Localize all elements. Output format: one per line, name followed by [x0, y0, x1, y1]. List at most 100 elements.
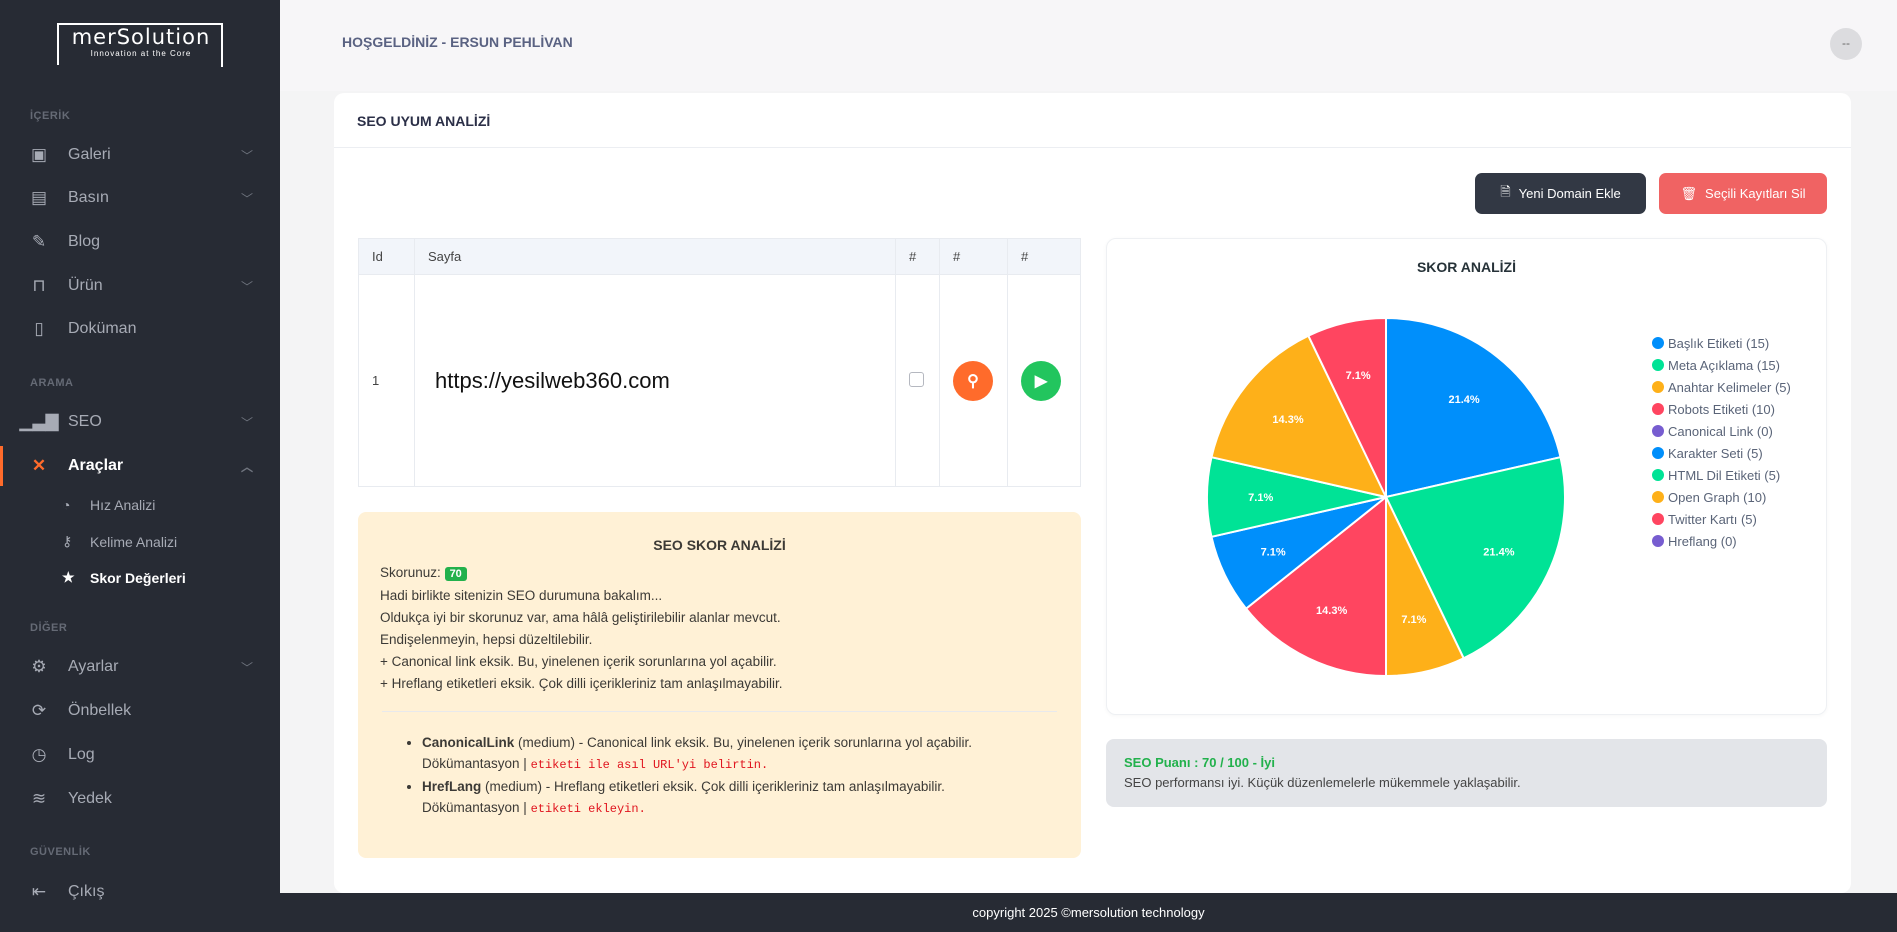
tools-icon: ✕: [31, 456, 47, 475]
header: HOŞGELDİNİZ - ERSUN PEHLİVAN --: [280, 0, 1897, 91]
document-icon: ▯: [34, 319, 44, 338]
sidebar-item-onbellek[interactable]: ⟳ Önbellek: [0, 691, 280, 731]
domain-table: Id Sayfa # # # 1 https://yesilweb360.com…: [358, 238, 1081, 487]
sidebar-item-galeri[interactable]: ▣ Galeri ﹀: [0, 135, 280, 175]
play-icon: ▶: [1034, 372, 1048, 390]
sidebar-item-blog[interactable]: ✎ Blog: [0, 222, 280, 262]
add-domain-button[interactable]: 🗎 Yeni Domain Ekle: [1475, 173, 1646, 214]
analysis-line: Oldukça iyi bir skorunuz var, ama hâlâ g…: [380, 610, 781, 625]
clipboard-clock-icon: ◷: [31, 745, 47, 764]
avatar[interactable]: --: [1830, 28, 1862, 60]
row-page-url[interactable]: https://yesilweb360.com: [414, 274, 896, 487]
legend-label: Robots Etiketi (10): [1668, 401, 1775, 417]
seo-card: SEO UYUM ANALİZİ 🗎 Yeni Domain Ekle 🗑 Seçi…: [334, 93, 1851, 893]
sidebar-item-cikis[interactable]: ⇤ Çıkış: [0, 872, 280, 912]
analysis-line: Endişelenmeyin, hepsi düzeltilebilir.: [380, 632, 593, 647]
delete-selected-button[interactable]: 🗑 Seçili Kayıtları Sil: [1659, 173, 1827, 214]
pie-label-0: 21.4%: [1449, 394, 1480, 406]
pie-slice-7[interactable]: [1210, 334, 1388, 499]
legend-marker: [1652, 447, 1664, 459]
pie-slice-0[interactable]: [1385, 316, 1562, 499]
section-label: DİĞER: [30, 622, 68, 634]
issue-list: CanonicalLink (medium) - Canonical link …: [422, 732, 1059, 820]
legend-label: Başlık Etiketi (15): [1668, 335, 1770, 351]
score-badge: 70: [444, 567, 467, 581]
trash-icon: 🗑: [1680, 185, 1698, 201]
legend-item[interactable]: Meta Açıklama (15): [1652, 354, 1791, 376]
run-button[interactable]: ▶: [1021, 360, 1061, 401]
sidebar-subitem-hiz-analizi[interactable]: ◔ Hız Analizi: [62, 497, 156, 513]
issue-name: HrefLang: [422, 779, 482, 794]
pie-slice-3[interactable]: [1244, 494, 1387, 678]
legend-marker: [1652, 425, 1664, 437]
footer: copyright 2025 ©mersolution technology: [280, 893, 1897, 932]
pie-label-2: 7.1%: [1401, 614, 1426, 626]
chart-title: SKOR ANALİZİ: [1416, 259, 1517, 275]
legend-label: Hreflang (0): [1668, 533, 1737, 549]
sidebar-item-seo[interactable]: ▁▃▇ SEO ﹀: [19, 412, 253, 431]
analysis-line: Hadi birlikte sitenizin SEO durumuna bak…: [380, 588, 663, 603]
search-button[interactable]: ⚲: [953, 360, 993, 401]
legend-item[interactable]: Anahtar Kelimeler (5): [1652, 376, 1791, 398]
pie-slice-8[interactable]: [1307, 316, 1387, 498]
key-icon: ⚷: [62, 533, 73, 549]
logo[interactable]: merSolution Innovation at the Core: [57, 23, 223, 67]
sidebar-subitem-kelime-analizi[interactable]: ⚷ Kelime Analizi: [62, 533, 178, 550]
legend-label: HTML Dil Etiketi (5): [1668, 467, 1781, 483]
sidebar-item-basin[interactable]: ▤ Basın ﹀: [0, 178, 280, 218]
legend-label: Anahtar Kelimeler (5): [1668, 379, 1791, 395]
bag-icon: ⊓: [32, 276, 46, 295]
column-select: #: [895, 238, 940, 275]
legend-item[interactable]: HTML Dil Etiketi (5): [1652, 464, 1791, 486]
sidebar-item-log[interactable]: ◷ Log: [0, 735, 280, 775]
issue-desc: - Canonical link eksik. Bu, yinelenen iç…: [575, 735, 972, 750]
score-chart-card: SKOR ANALİZİ 21.4% 21.4% 7.1% 14.3% 7.1% 7.1%…: [1106, 238, 1827, 715]
chevron-down-icon: ﹀: [240, 279, 253, 294]
score-label: Skorunuz:: [380, 565, 441, 580]
documentation-link[interactable]: Dökümantasyon |: [422, 756, 531, 771]
divider: [334, 147, 1851, 148]
legend-marker: [1652, 535, 1664, 547]
sidebar-item-yedek[interactable]: ≋ Yedek: [0, 779, 280, 819]
page-title: SEO UYUM ANALİZİ: [357, 113, 491, 129]
column-page: Sayfa: [414, 238, 896, 275]
table-row: 1 https://yesilweb360.com ⚲ ▶: [358, 274, 1081, 487]
legend-item[interactable]: Twitter Kartı (5): [1652, 508, 1791, 530]
chevron-down-icon: ﹀: [240, 660, 253, 675]
documentation-link[interactable]: Dökümantasyon |: [422, 800, 531, 815]
legend-marker: [1652, 491, 1664, 503]
legend-item[interactable]: Open Graph (10): [1652, 486, 1791, 508]
legend-item[interactable]: Robots Etiketi (10): [1652, 398, 1791, 420]
sidebar-item-araclar[interactable]: ✕ Araçlar ︿: [0, 446, 280, 486]
issue-code: etiketi ile asıl URL'yi belirtin.: [530, 758, 769, 772]
pie-label-7: 14.3%: [1272, 414, 1303, 426]
chart-legend: Başlık Etiketi (15) Meta Açıklama (15) Ana…: [1652, 332, 1791, 552]
logout-icon: ⇤: [31, 882, 47, 901]
sidebar-subitem-skor-degerleri[interactable]: ★ Skor Değerleri: [62, 569, 186, 586]
sidebar-item-ayarlar[interactable]: ⚙ Ayarlar ﹀: [0, 647, 280, 687]
refresh-icon: ⟳: [31, 701, 47, 720]
speedometer-icon: ◔: [62, 497, 71, 513]
pie-label-8: 7.1%: [1346, 370, 1371, 382]
divider: [382, 711, 1057, 712]
database-icon: ≋: [31, 789, 47, 808]
pie-chart: 21.4% 21.4% 7.1% 14.3% 7.1% 7.1% 14.3% 7.1%: [1206, 316, 1566, 678]
issue-code: etiketi ekleyin.: [530, 802, 646, 816]
row-checkbox[interactable]: [909, 371, 924, 387]
legend-item[interactable]: Hreflang (0): [1652, 530, 1791, 552]
analysis-line: + Canonical link eksik. Bu, yinelenen iç…: [380, 654, 777, 669]
sidebar-item-urun[interactable]: ⊓ Ürün ﹀: [0, 266, 280, 306]
column-run: #: [1007, 238, 1081, 275]
score-title: SEO Puanı : 70 / 100 - İyi: [1124, 755, 1276, 770]
column-analyze: #: [939, 238, 1008, 275]
pie-slice-1[interactable]: [1384, 455, 1566, 660]
column-id: Id: [358, 238, 415, 275]
legend-item[interactable]: Karakter Seti (5): [1652, 442, 1791, 464]
score-text: SEO performansı iyi. Küçük düzenlemelerl…: [1124, 775, 1521, 790]
legend-item[interactable]: Başlık Etiketi (15): [1652, 332, 1791, 354]
legend-item[interactable]: Canonical Link (0): [1652, 420, 1791, 442]
gear-icon: ⚙: [31, 657, 47, 676]
legend-label: Open Graph (10): [1668, 489, 1767, 505]
legend-marker: [1652, 513, 1664, 525]
sidebar-item-dokuman[interactable]: ▯ Doküman: [0, 309, 280, 349]
